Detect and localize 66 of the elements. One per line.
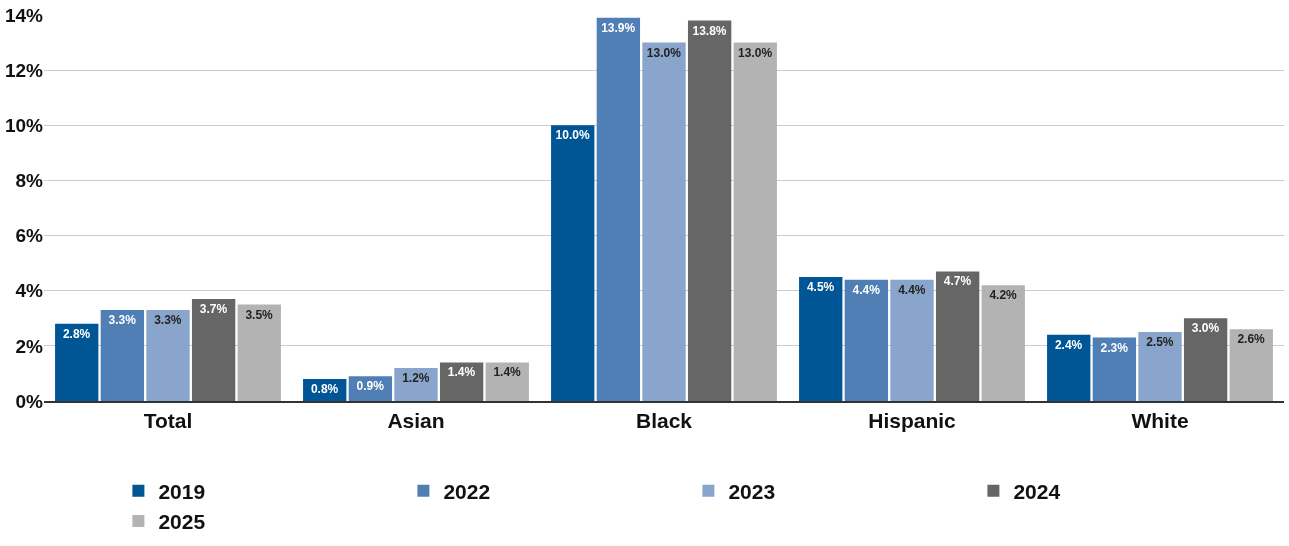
legend-label: 2023: [728, 479, 776, 503]
bar: [1047, 334, 1091, 401]
bar: [687, 20, 732, 401]
data-label: 10.0%: [555, 128, 590, 143]
y-tick-label: 0%: [15, 390, 44, 412]
data-label: 13.8%: [692, 23, 727, 38]
bar: [596, 17, 641, 401]
data-label: 3.5%: [245, 307, 274, 322]
data-label: 3.3%: [154, 313, 182, 328]
data-label: 4.5%: [806, 279, 835, 294]
bar: [439, 362, 484, 401]
y-tick-label: 8%: [15, 170, 44, 192]
bar: [1183, 318, 1228, 401]
data-label: 3.0%: [1191, 321, 1220, 336]
bar: [146, 310, 190, 401]
data-label: 2.3%: [1100, 340, 1129, 355]
data-label: 0.9%: [356, 379, 385, 394]
legend-label: 2025: [158, 510, 206, 534]
bar: [935, 271, 980, 401]
bar: [844, 279, 889, 401]
legend-label: 2019: [158, 479, 206, 503]
data-label: 4.4%: [898, 282, 926, 297]
x-tick-label: Black: [635, 408, 693, 432]
bar: [799, 276, 843, 401]
x-tick-label: Asian: [387, 408, 445, 432]
data-label: 0.8%: [310, 381, 339, 396]
bar: [733, 42, 777, 401]
y-tick-label: 14%: [4, 4, 44, 26]
bar: [1138, 332, 1182, 401]
data-label: 3.7%: [199, 301, 228, 316]
data-label: 2.5%: [1146, 335, 1174, 350]
data-label: 13.9%: [601, 20, 636, 35]
y-tick-label: 4%: [15, 280, 44, 302]
bar: [1092, 337, 1137, 401]
bar: [191, 298, 236, 401]
data-label: 13.0%: [738, 45, 773, 60]
bar: [981, 285, 1025, 401]
data-label: 2.8%: [62, 326, 91, 341]
data-label: 4.2%: [989, 288, 1018, 303]
data-label: 1.4%: [447, 365, 476, 380]
x-tick-label: Total: [143, 408, 193, 432]
bar: [551, 125, 595, 401]
data-label: 1.2%: [402, 370, 430, 385]
bar: [485, 362, 529, 401]
y-tick-label: 6%: [15, 225, 44, 247]
y-tick-label: 12%: [4, 59, 44, 81]
data-label: 13.0%: [646, 45, 682, 60]
data-label: 2.4%: [1054, 337, 1083, 352]
y-tick-label: 2%: [15, 335, 44, 357]
bar: [100, 310, 145, 401]
bar: [890, 279, 934, 401]
data-label: 4.4%: [852, 282, 881, 297]
bar: [1229, 329, 1273, 401]
x-tick-label: Hispanic: [868, 408, 957, 432]
bar: [394, 367, 438, 401]
y-tick-label: 10%: [4, 114, 44, 136]
legend-label: 2024: [1013, 479, 1061, 503]
bar: [237, 304, 281, 401]
x-tick-label: White: [1131, 408, 1189, 432]
data-label: 4.7%: [943, 274, 972, 289]
bar: [55, 323, 99, 401]
data-label: 2.6%: [1237, 332, 1266, 347]
legend-label: 2022: [443, 479, 491, 503]
bar: [642, 42, 686, 401]
data-label: 3.3%: [108, 313, 137, 328]
data-label: 1.4%: [493, 365, 522, 380]
